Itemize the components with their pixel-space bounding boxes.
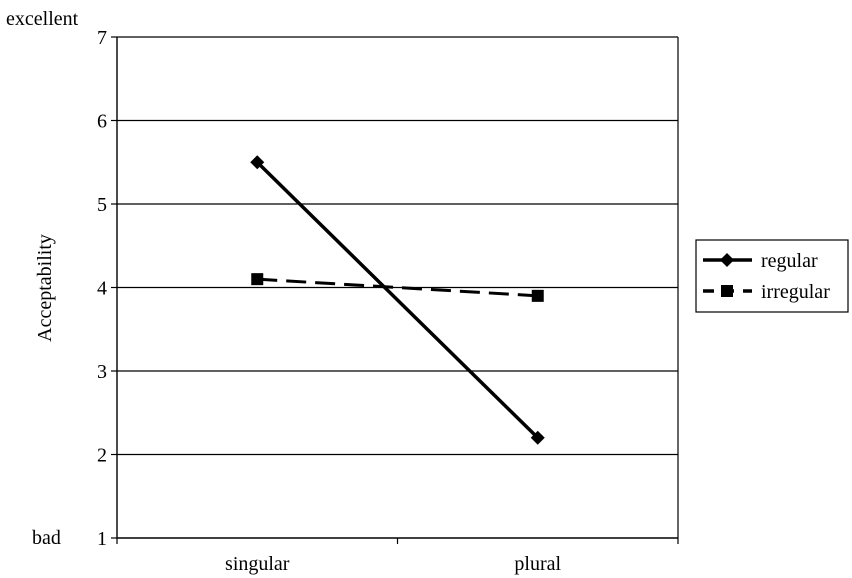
x-tick-label: singular [225,553,290,575]
y-tick-labels: 1 2 3 4 5 6 7 [97,27,107,550]
y-tick-label: 1 [97,528,107,550]
y-tick-label: 3 [97,361,107,383]
data-point-regular [250,155,265,170]
legend-label-irregular: irregular [761,281,830,303]
legend: regular irregular [703,250,830,303]
data-point-irregular [531,289,544,302]
x-tick-label: plural [514,553,561,575]
y-tick-label: 6 [97,111,107,133]
series-line-irregular [257,277,538,298]
y-tick-label: 7 [97,27,107,49]
y-annotation-bottom: bad [32,527,61,549]
y-annotation-top: excellent [6,8,79,30]
data-point-regular [530,430,545,445]
legend-marker-regular [720,253,734,267]
gridlines [117,36,678,456]
x-tick-labels: singular plural [225,553,561,575]
legend-label-regular: regular [761,250,818,272]
data-point-irregular [251,273,264,286]
axes [111,36,679,544]
legend-box [695,239,849,313]
y-tick-label: 2 [97,445,107,467]
series-line-regular [256,161,539,440]
y-axis-title: Acceptability [34,234,56,342]
legend-marker-irregular [721,285,733,297]
y-tick-label: 4 [97,278,107,300]
y-tick-label: 5 [97,194,107,216]
series-group [250,155,545,445]
